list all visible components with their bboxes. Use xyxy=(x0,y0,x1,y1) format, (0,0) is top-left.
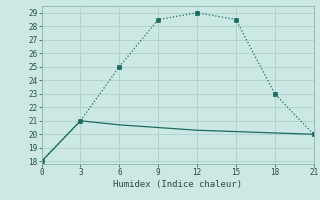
X-axis label: Humidex (Indice chaleur): Humidex (Indice chaleur) xyxy=(113,180,242,189)
